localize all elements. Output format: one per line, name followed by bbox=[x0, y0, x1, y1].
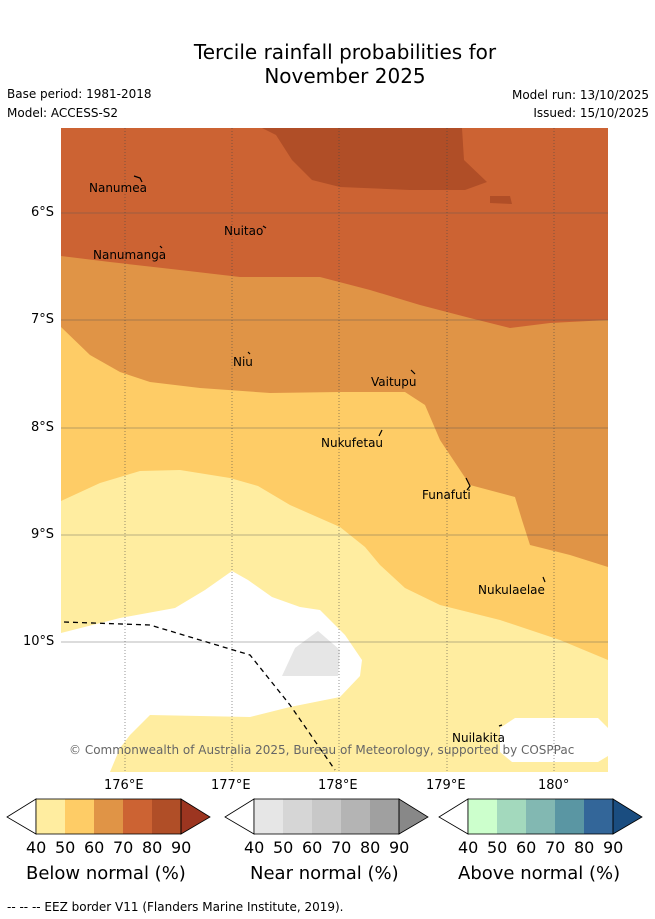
base-period: Base period: 1981-2018 bbox=[7, 87, 152, 101]
tick-label: 80 bbox=[142, 838, 163, 857]
cbar-below-seg bbox=[65, 799, 94, 834]
tick-label: 70 bbox=[545, 838, 566, 857]
tick-label: 90 bbox=[603, 838, 624, 857]
tick-label: 60 bbox=[84, 838, 105, 857]
colorbar-title-near: Near normal (%) bbox=[250, 863, 399, 884]
place-label: Nanumanga bbox=[93, 248, 167, 262]
tick-label: 50 bbox=[487, 838, 508, 857]
colorbar-near bbox=[224, 798, 429, 835]
colorbars bbox=[6, 798, 643, 835]
eez-legend: -- -- -- EEZ border V11 (Flanders Marine… bbox=[7, 900, 344, 914]
tick-label: 70 bbox=[113, 838, 134, 857]
cbar-below-seg bbox=[152, 799, 181, 834]
island-nuilakita bbox=[498, 724, 503, 727]
island-nanumea bbox=[133, 175, 143, 183]
cbar-above-seg bbox=[526, 799, 555, 834]
tick-label: 80 bbox=[360, 838, 381, 857]
place-label: Nuilakita bbox=[452, 731, 505, 745]
cbar-near-under bbox=[224, 798, 255, 835]
model-run: Model run: 13/10/2025 bbox=[511, 88, 649, 102]
zone-below-70-80 bbox=[262, 128, 487, 190]
cbar-below-over bbox=[180, 798, 211, 835]
lon-label: 176°E bbox=[104, 778, 144, 793]
model-name: Model: ACCESS-S2 bbox=[7, 106, 119, 120]
tick-label: 80 bbox=[574, 838, 595, 857]
title-line-1: Tercile rainfall probabilities for bbox=[193, 40, 497, 64]
tick-label: 40 bbox=[26, 838, 47, 857]
lat-label: 10°S bbox=[23, 634, 55, 649]
lon-label: 177°E bbox=[211, 778, 251, 793]
place-label: Nanumea bbox=[89, 181, 147, 195]
tick-label: 40 bbox=[244, 838, 265, 857]
lat-label: 6°S bbox=[31, 205, 55, 220]
cbar-above-seg bbox=[497, 799, 526, 834]
title-line-2: November 2025 bbox=[264, 64, 426, 88]
cbar-below-seg bbox=[94, 799, 123, 834]
meridians bbox=[124, 128, 555, 772]
tick-label: 40 bbox=[458, 838, 479, 857]
cbar-near-seg bbox=[254, 799, 283, 834]
zone-no-signal bbox=[61, 571, 362, 772]
colorbar-title-below: Below normal (%) bbox=[26, 863, 186, 884]
colorbar-above bbox=[438, 798, 643, 835]
place-label: Funafuti bbox=[422, 488, 471, 502]
tick-label: 90 bbox=[171, 838, 192, 857]
cbar-near-seg bbox=[312, 799, 341, 834]
cbar-below-under bbox=[6, 798, 37, 835]
cbar-above-over bbox=[612, 798, 643, 835]
cbar-near-seg bbox=[370, 799, 399, 834]
lat-label: 8°S bbox=[31, 420, 55, 435]
cbar-below-seg bbox=[123, 799, 152, 834]
island-nuitao bbox=[262, 225, 267, 229]
issued-date: Issued: 15/10/2025 bbox=[533, 106, 649, 120]
cbar-above-seg bbox=[468, 799, 497, 834]
lon-label: 179°E bbox=[426, 778, 466, 793]
cbar-near-over bbox=[398, 798, 429, 835]
copyright-notice: © Commonwealth of Australia 2025, Bureau… bbox=[69, 743, 575, 757]
cbar-near-seg bbox=[283, 799, 312, 834]
cbar-near-seg bbox=[341, 799, 370, 834]
tick-label: 60 bbox=[302, 838, 323, 857]
tick-label: 70 bbox=[331, 838, 352, 857]
islands bbox=[133, 175, 546, 727]
place-label: Niu bbox=[233, 355, 253, 369]
cbar-above-seg bbox=[584, 799, 613, 834]
tick-label: 90 bbox=[389, 838, 410, 857]
island-nukufetau bbox=[378, 429, 383, 437]
lat-label: 9°S bbox=[31, 527, 55, 542]
colorbar-below bbox=[6, 798, 211, 835]
island-nanumanga bbox=[159, 245, 163, 249]
tick-label: 60 bbox=[516, 838, 537, 857]
tick-label: 50 bbox=[55, 838, 76, 857]
place-label: Nukulaelae bbox=[478, 583, 545, 597]
island-niu bbox=[247, 351, 251, 355]
island-nukulaelae bbox=[542, 576, 546, 583]
island-funafuti bbox=[465, 477, 471, 491]
island-vaitupu bbox=[410, 369, 416, 375]
lon-label: 178°E bbox=[318, 778, 358, 793]
place-label: Nukufetau bbox=[321, 436, 384, 450]
place-label: Vaitupu bbox=[371, 375, 417, 389]
place-label: Nuitao bbox=[224, 224, 264, 238]
cbar-above-seg bbox=[555, 799, 584, 834]
lon-label: 180° bbox=[538, 778, 570, 793]
map-title: Tercile rainfall probabilities for Novem… bbox=[0, 40, 655, 88]
cbar-above-under bbox=[438, 798, 469, 835]
tick-label: 50 bbox=[273, 838, 294, 857]
lat-label: 7°S bbox=[31, 312, 55, 327]
colorbar-title-above: Above normal (%) bbox=[458, 863, 621, 884]
cbar-below-seg bbox=[36, 799, 65, 834]
zone-below-70-80-small bbox=[490, 196, 512, 204]
parallels bbox=[61, 212, 608, 643]
